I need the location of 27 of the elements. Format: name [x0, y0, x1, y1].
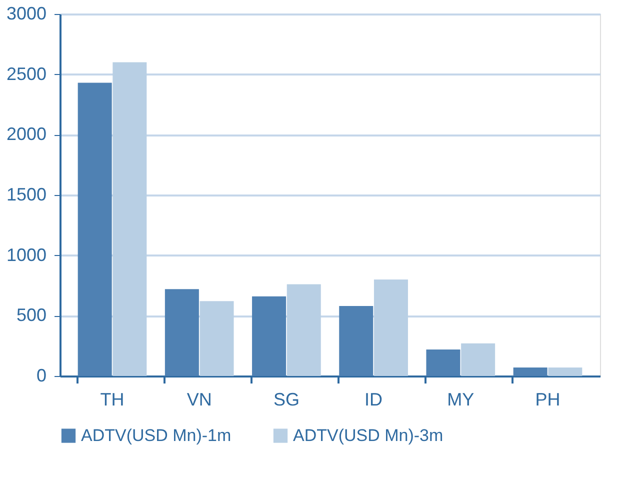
x-tick-label: TH: [100, 390, 124, 410]
bar: [200, 301, 234, 376]
bar: [426, 349, 460, 376]
y-tick-label: 3000: [6, 4, 46, 24]
bar: [286, 284, 321, 376]
bar: [513, 368, 548, 376]
bar: [164, 289, 199, 376]
bar: [252, 296, 286, 376]
y-tick-label: 1500: [6, 184, 46, 204]
legend-label: ADTV(USD Mn)-1m: [81, 426, 232, 445]
x-tick-label: ID: [364, 390, 383, 410]
bar: [374, 279, 408, 376]
x-tick-label: PH: [535, 390, 560, 410]
bar: [112, 62, 147, 376]
bar: [78, 82, 112, 376]
y-tick-label: 2000: [6, 124, 46, 144]
bar: [548, 368, 582, 376]
y-tick-label: 1000: [6, 244, 46, 265]
legend-label: ADTV(USD Mn)-3m: [293, 426, 444, 445]
x-tick-label: SG: [273, 390, 300, 410]
x-tick-label: MY: [447, 390, 474, 410]
x-tick-label: VN: [186, 390, 212, 410]
bar: [461, 343, 496, 376]
y-tick-label: 0: [36, 366, 46, 386]
bar: [339, 306, 374, 376]
y-tick-label: 2500: [6, 64, 46, 84]
y-tick-label: 500: [16, 305, 46, 326]
